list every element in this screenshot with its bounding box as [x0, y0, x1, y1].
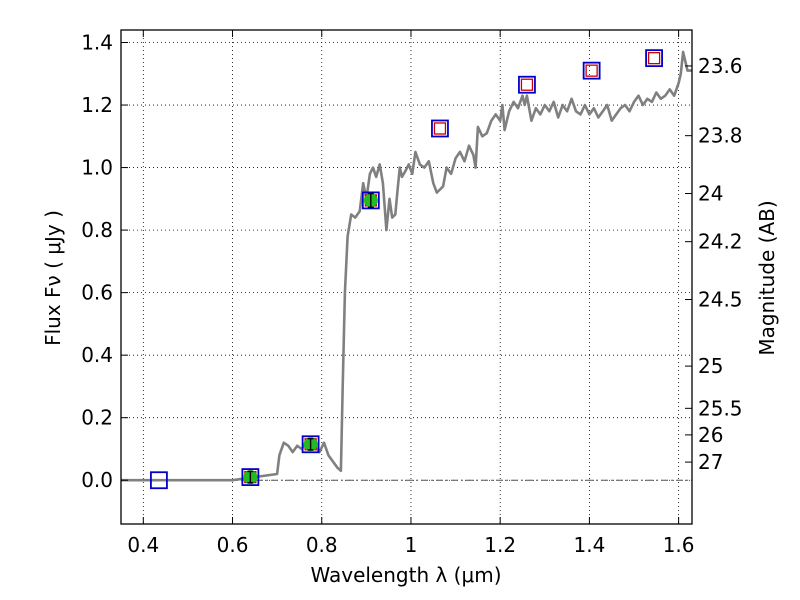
observed-flux-box	[518, 75, 536, 94]
magnitude-tick-label: 24	[698, 182, 723, 206]
error-bar	[307, 437, 314, 451]
magnitude-tick-labels: 23.6 23.8 24 24.2 24.5 25 25.5 26 27	[698, 54, 743, 474]
x-tick-label: 1	[405, 533, 418, 557]
error-bar	[247, 470, 254, 484]
y-tick-label: 0.0	[81, 468, 113, 492]
observed-flux-box	[645, 49, 663, 68]
model-spectrum-line	[121, 50, 692, 482]
magnitude-tick-label: 24.5	[698, 288, 743, 312]
model-spectrum-layer	[121, 50, 692, 482]
y-tick-labels: 0.0 0.2 0.4 0.6 0.8 1.0 1.2 1.4	[81, 31, 113, 493]
y-tick-label: 1.4	[81, 31, 113, 55]
x-tick-label: 0.6	[217, 533, 249, 557]
x-tick-label: 1.2	[484, 533, 516, 557]
observed-flux-box	[361, 191, 380, 210]
x-tick-label: 0.4	[127, 533, 159, 557]
x-tick-label: 1.4	[573, 533, 605, 557]
magnitude-tick-label: 26	[698, 423, 723, 447]
magnitude-tick-label: 23.8	[698, 124, 743, 148]
x-tick-labels: 0.4 0.6 0.8 1 1.2 1.4 1.6	[127, 533, 694, 557]
y-tick-label: 1.0	[81, 156, 113, 180]
photometry-points	[150, 49, 663, 490]
observed-flux-box	[582, 61, 601, 80]
observed-flux-box	[241, 468, 260, 487]
model-flux-box	[585, 64, 598, 77]
y-tick-label: 1.2	[81, 93, 113, 117]
model-flux-box	[647, 51, 661, 65]
y-tick-label: 0.4	[81, 343, 113, 367]
plot-frame	[120, 29, 693, 525]
right-axis-title: Magnitude (AB)	[755, 200, 779, 355]
model-flux-box	[520, 78, 534, 91]
observed-flux-box	[150, 471, 168, 490]
y-tick-label: 0.2	[81, 406, 113, 430]
x-tick-label: 0.8	[306, 533, 338, 557]
y-tick-label: 0.6	[81, 281, 113, 305]
y-axis-title: Flux Fν ( μJy )	[41, 210, 65, 346]
magnitude-tick-label: 27	[698, 450, 723, 474]
magnitude-tick-label: 24.2	[698, 230, 743, 254]
magnitude-tick-label: 23.6	[698, 54, 743, 78]
magnitude-tick-label: 25.5	[698, 396, 743, 420]
x-tick-label: 1.6	[663, 533, 695, 557]
axis-ticks	[121, 30, 692, 524]
model-flux-box	[433, 122, 447, 135]
x-axis-title: Wavelength λ (μm)	[310, 563, 501, 587]
observed-flux-box	[431, 119, 449, 138]
magnitude-tick-label: 25	[698, 354, 723, 378]
y-tick-label: 0.8	[81, 218, 113, 242]
error-bar	[367, 192, 374, 208]
observed-flux-box	[301, 435, 320, 454]
